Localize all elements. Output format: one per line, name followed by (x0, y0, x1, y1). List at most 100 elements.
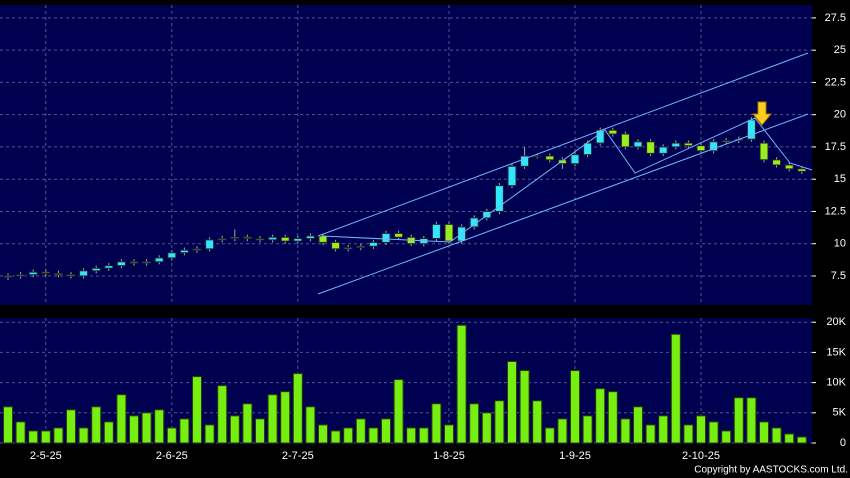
volume-bar (570, 370, 580, 444)
candle-body (3, 275, 13, 278)
volume-bar (66, 409, 76, 444)
candle-body (305, 235, 315, 240)
volume-bar (708, 421, 719, 444)
y-tick-label: 22.5 (825, 76, 846, 88)
candle-body (431, 223, 441, 240)
volume-bar (368, 427, 379, 444)
candle-body (444, 223, 454, 242)
candle-body (280, 236, 290, 242)
candle-body (356, 245, 366, 249)
volume-bar (431, 403, 442, 444)
candle-body (79, 270, 89, 277)
candle-body (205, 239, 215, 250)
candle-body (394, 232, 404, 238)
candle-body (154, 257, 164, 263)
candle-body (646, 141, 656, 154)
candle-body (331, 241, 341, 250)
volume-bar (154, 409, 165, 444)
volume-bar (305, 406, 316, 444)
volume-bar (141, 412, 152, 444)
volume-bar (507, 360, 517, 444)
x-tick-label: 2-5-25 (30, 450, 62, 462)
candle-body (570, 154, 580, 165)
candle-body (683, 142, 693, 147)
candle-body (784, 164, 794, 170)
volume-bar (721, 430, 732, 444)
volume-bar (406, 427, 417, 444)
volume-bar (544, 427, 555, 444)
y-tick-label: 25 (834, 44, 846, 56)
candle-body (797, 168, 807, 172)
candle-body (41, 271, 51, 274)
volume-bar (759, 421, 769, 444)
volume-bar (15, 421, 26, 444)
x-tick-label: 2-7-25 (282, 450, 314, 462)
volume-bar (418, 427, 429, 444)
volume-bar (229, 415, 240, 444)
volume-bar (28, 430, 39, 444)
volume-bar (620, 418, 631, 444)
y-tick-label: 17.5 (825, 141, 846, 153)
candle-body (772, 159, 782, 166)
volume-bar (318, 424, 328, 444)
x-tick-label: 2-6-25 (156, 450, 188, 462)
candle-body (230, 236, 240, 240)
volume-bar (557, 418, 568, 444)
volume-bar (280, 391, 291, 444)
volume-bar (40, 430, 51, 444)
volume-bar (633, 406, 643, 444)
candle-body (696, 145, 706, 152)
volume-bar (393, 379, 404, 444)
trend-lines (317, 52, 813, 295)
volume-bar (519, 370, 530, 444)
volume-bar (481, 412, 492, 444)
candle-body (658, 146, 668, 154)
volume-bar (670, 333, 681, 444)
candle-body (116, 261, 126, 267)
price-panel (0, 5, 812, 305)
y-tick-label: 15 (834, 173, 846, 185)
y-tick-label: 20K (826, 316, 846, 328)
candle-body (318, 235, 328, 243)
candle-body (255, 238, 265, 241)
volume-bar (129, 415, 139, 444)
volume-bar (103, 421, 114, 444)
y-tick-label: 7.5 (831, 270, 846, 282)
candle-body (91, 267, 101, 272)
volume-bar (116, 394, 127, 444)
candle-body (179, 249, 189, 254)
candle-body (721, 139, 731, 143)
candle-body (66, 274, 76, 277)
volume-bar (381, 418, 391, 444)
y-tick-label: 15K (826, 346, 846, 358)
candle-body (368, 241, 378, 247)
candle-body (16, 274, 26, 277)
volume-bar (733, 397, 744, 444)
x-tick-label: 1-9-25 (559, 450, 591, 462)
candle-body (482, 210, 492, 219)
candle-body (671, 142, 681, 148)
candle-body (381, 232, 391, 243)
volume-bar (456, 324, 467, 444)
candle-body (620, 133, 630, 148)
candle-body (343, 247, 353, 250)
candle-body (633, 141, 643, 148)
candle-body (28, 271, 38, 276)
volume-bar (330, 430, 341, 444)
candle-body (520, 155, 530, 167)
volume-bar (355, 418, 366, 444)
volume-bar (532, 400, 543, 444)
volume-bar (771, 427, 782, 444)
channel-lower (317, 113, 809, 295)
volume-bar (444, 424, 454, 444)
volume-bar (204, 424, 215, 444)
volume-bar (658, 415, 669, 444)
copyright: Copyright by AASTOCKS.com Ltd. (694, 465, 848, 476)
volume-bar (53, 427, 64, 444)
candle-body (494, 185, 504, 212)
y-tick-label: 27.5 (825, 12, 846, 24)
volume-bar (267, 394, 278, 444)
candle-body (104, 265, 114, 269)
candle-body (557, 159, 567, 165)
